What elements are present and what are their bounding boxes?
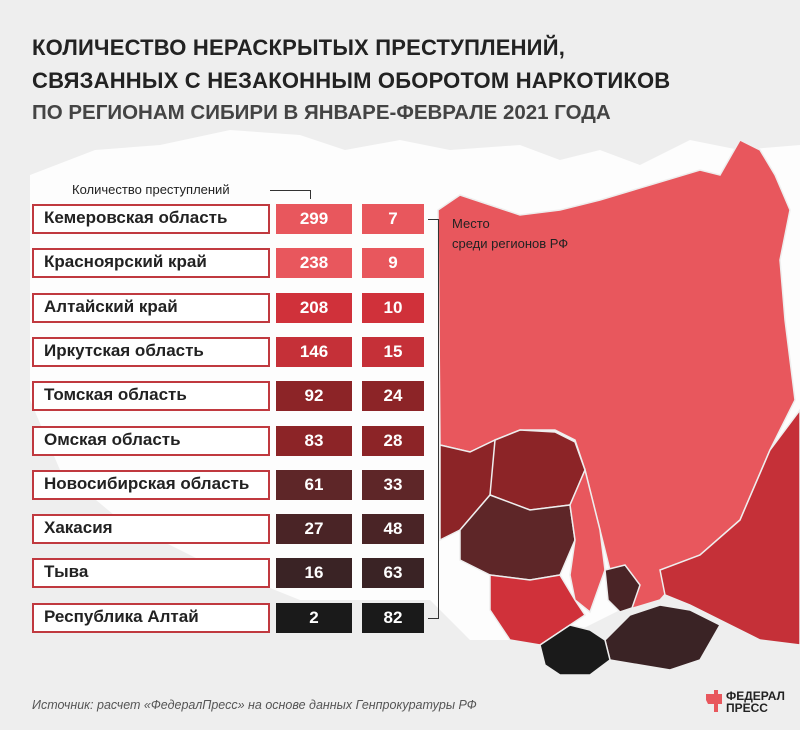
rank-header-line-1: Место bbox=[452, 216, 490, 231]
crime-count: 146 bbox=[276, 337, 352, 367]
rank-column-header: Место среди регионов РФ bbox=[452, 214, 568, 254]
region-name-box: Республика Алтай bbox=[32, 603, 270, 633]
crime-count: 61 bbox=[276, 470, 352, 500]
region-kemerovo bbox=[569, 467, 606, 614]
rank-value: 24 bbox=[362, 381, 424, 411]
region-name: Иркутская область bbox=[44, 341, 204, 360]
logo-text: ФЕДЕРАЛ ПРЕСС bbox=[726, 690, 785, 714]
region-name-box: Хакасия bbox=[32, 514, 270, 544]
region-name: Тыва bbox=[44, 562, 89, 581]
region-altai-republic bbox=[539, 624, 611, 676]
crime-count: 16 bbox=[276, 558, 352, 588]
rank-value: 33 bbox=[362, 470, 424, 500]
region-name: Алтайский край bbox=[44, 297, 178, 316]
table-row: Томская область 92 24 bbox=[0, 381, 440, 411]
region-khakassia bbox=[604, 564, 641, 613]
region-name: Хакасия bbox=[44, 518, 113, 537]
crime-count: 299 bbox=[276, 204, 352, 234]
rank-value: 7 bbox=[362, 204, 424, 234]
region-name-box: Алтайский край bbox=[32, 293, 270, 323]
rank-value: 63 bbox=[362, 558, 424, 588]
rank-value: 48 bbox=[362, 514, 424, 544]
crime-count: 208 bbox=[276, 293, 352, 323]
region-name: Томская область bbox=[44, 385, 187, 404]
crime-count: 83 bbox=[276, 426, 352, 456]
crime-count: 92 bbox=[276, 381, 352, 411]
table-row: Красноярский край 238 9 bbox=[0, 248, 440, 278]
rank-value: 15 bbox=[362, 337, 424, 367]
region-name: Омская область bbox=[44, 430, 181, 449]
region-name-box: Иркутская область bbox=[32, 337, 270, 367]
crime-count: 238 bbox=[276, 248, 352, 278]
title-line-1: КОЛИЧЕСТВО НЕРАСКРЫТЫХ ПРЕСТУПЛЕНИЙ, bbox=[32, 35, 566, 60]
table-row: Иркутская область 146 15 bbox=[0, 337, 440, 367]
count-header-bracket bbox=[270, 190, 311, 199]
region-name-box: Тыва bbox=[32, 558, 270, 588]
region-altai-krai bbox=[489, 574, 587, 646]
region-name-box: Красноярский край bbox=[32, 248, 270, 278]
source-note: Источник: расчет «ФедералПресс» на основ… bbox=[32, 698, 477, 712]
count-column-header: Количество преступлений bbox=[72, 182, 230, 197]
region-name: Новосибирская область bbox=[44, 474, 250, 493]
region-irkutsk bbox=[659, 408, 800, 646]
logo-line-1: ФЕДЕРАЛ bbox=[726, 689, 785, 703]
rank-value: 82 bbox=[362, 603, 424, 633]
region-tyva bbox=[604, 604, 722, 671]
table-row: Новосибирская область 61 33 bbox=[0, 470, 440, 500]
region-name-box: Новосибирская область bbox=[32, 470, 270, 500]
region-name-box: Омская область bbox=[32, 426, 270, 456]
region-name: Красноярский край bbox=[44, 252, 207, 271]
subtitle: ПО РЕГИОНАМ СИБИРИ В ЯНВАРЕ-ФЕВРАЛЕ 2021… bbox=[32, 101, 611, 124]
crime-count: 2 bbox=[276, 603, 352, 633]
table-row: Хакасия 27 48 bbox=[0, 514, 440, 544]
title-line-2: СВЯЗАННЫХ С НЕЗАКОННЫМ ОБОРОТОМ НАРКОТИК… bbox=[32, 68, 671, 93]
region-name-box: Кемеровская область bbox=[32, 204, 270, 234]
region-name-box: Томская область bbox=[32, 381, 270, 411]
logo-mark-icon bbox=[706, 690, 722, 712]
region-name: Кемеровская область bbox=[44, 208, 228, 227]
table-row: Омская область 83 28 bbox=[0, 426, 440, 456]
table-row: Республика Алтай 2 82 bbox=[0, 603, 440, 633]
logo-line-2: ПРЕСС bbox=[726, 701, 768, 715]
rank-value: 28 bbox=[362, 426, 424, 456]
rank-header-line-2: среди регионов РФ bbox=[452, 236, 569, 251]
crime-count: 27 bbox=[276, 514, 352, 544]
rank-bracket bbox=[428, 219, 439, 619]
table-row: Алтайский край 208 10 bbox=[0, 293, 440, 323]
table-row: Тыва 16 63 bbox=[0, 558, 440, 588]
region-name: Республика Алтай bbox=[44, 607, 199, 626]
rank-value: 10 bbox=[362, 293, 424, 323]
rank-value: 9 bbox=[362, 248, 424, 278]
table-row: Кемеровская область 299 7 bbox=[0, 204, 440, 234]
